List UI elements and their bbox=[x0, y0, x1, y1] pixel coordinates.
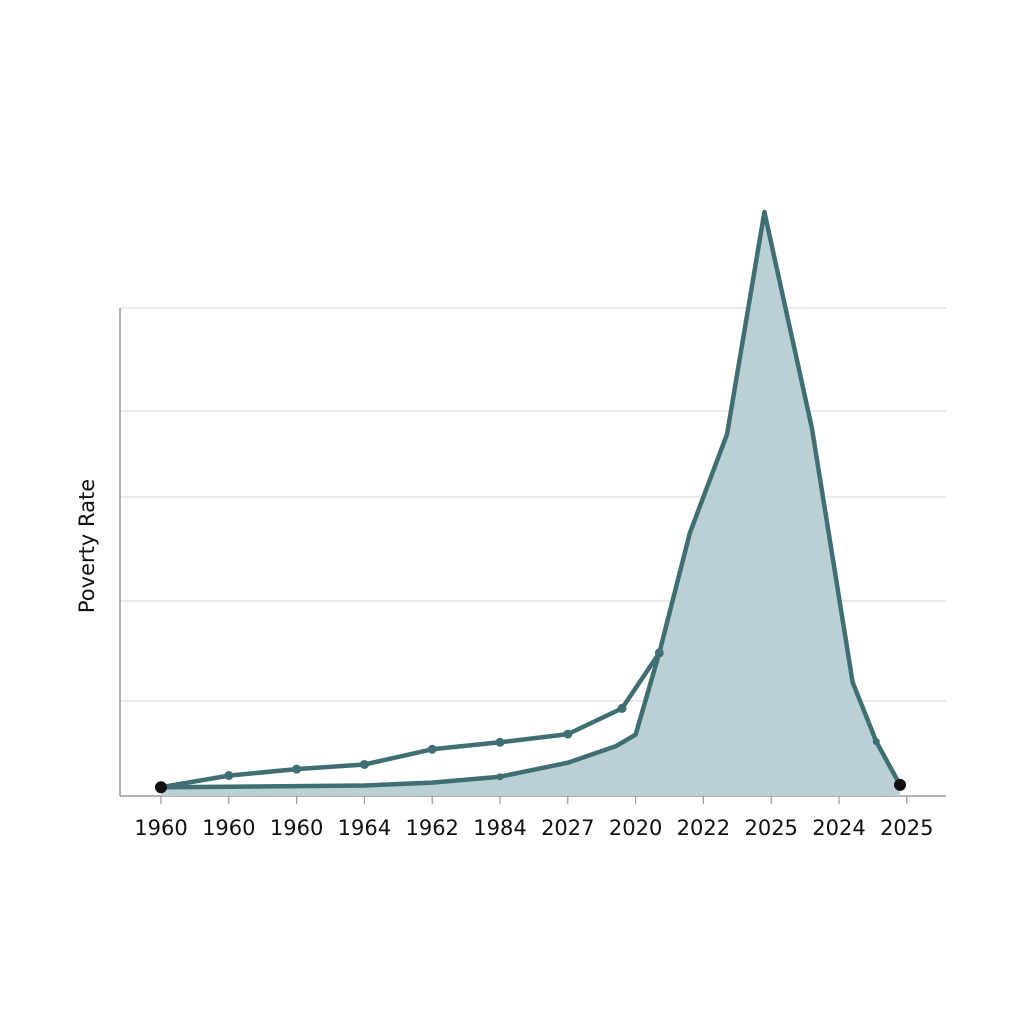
x-tick-label-10: 2024 bbox=[812, 816, 865, 840]
x-tick-label-2: 1960 bbox=[270, 816, 323, 840]
data-markers bbox=[155, 648, 907, 794]
line-point-3 bbox=[359, 759, 369, 769]
area-point-15 bbox=[872, 738, 880, 746]
x-tick-label-3: 1964 bbox=[338, 816, 391, 840]
x-tick-label-11: 2025 bbox=[880, 816, 933, 840]
line-point-8 bbox=[654, 648, 664, 658]
line-point-5 bbox=[495, 737, 505, 747]
area-fill bbox=[161, 212, 900, 796]
y-axis-title: Poverty Rate bbox=[75, 479, 99, 613]
area-series bbox=[158, 209, 903, 796]
x-tick-label-7: 2020 bbox=[609, 816, 662, 840]
x-tick-label-8: 2022 bbox=[677, 816, 730, 840]
line-point-2 bbox=[292, 764, 302, 774]
end-point bbox=[894, 778, 907, 791]
line-point-6 bbox=[563, 729, 573, 739]
line-point-4 bbox=[427, 744, 437, 754]
line-point-1 bbox=[224, 771, 234, 781]
x-tick-label-6: 2027 bbox=[541, 816, 594, 840]
x-tick-label-1: 1960 bbox=[202, 816, 255, 840]
x-tick-labels: 1960 1960 1960 1964 1962 1984 2027 2020 2022 2025… bbox=[134, 816, 933, 840]
area-outline bbox=[158, 209, 903, 790]
x-tick-label-5: 1984 bbox=[473, 816, 526, 840]
x-tick-label-9: 2025 bbox=[744, 816, 797, 840]
x-tick-label-0: 1960 bbox=[134, 816, 187, 840]
area-point-5 bbox=[496, 773, 504, 781]
x-tick-label-4: 1962 bbox=[405, 816, 458, 840]
line-point-7 bbox=[617, 703, 627, 713]
start-point bbox=[155, 781, 167, 794]
